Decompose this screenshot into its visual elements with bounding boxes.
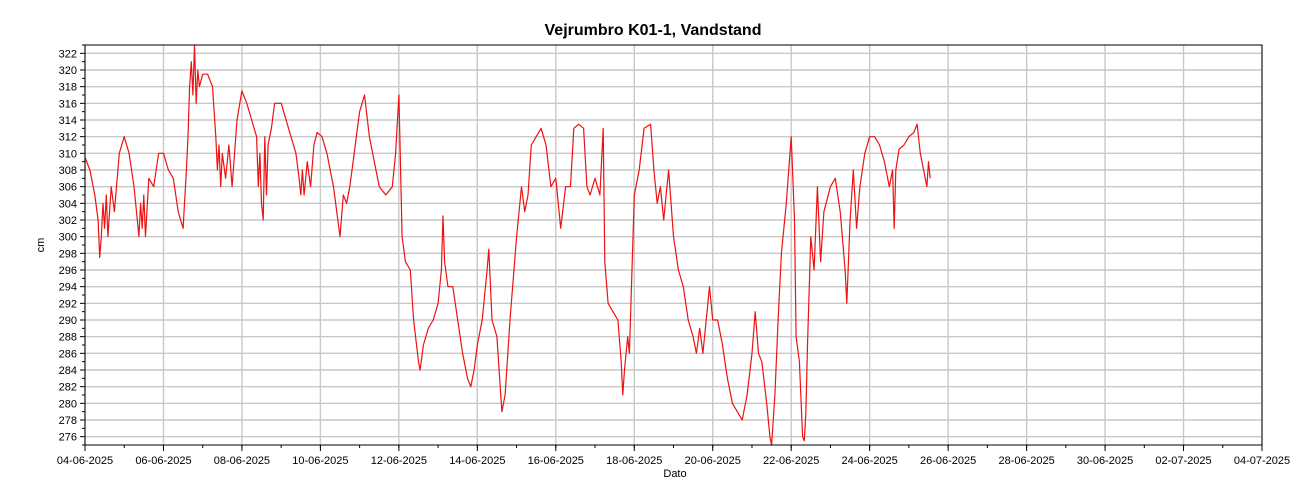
- y-axis-label: cm: [35, 238, 47, 253]
- plot-frame: [84, 44, 1263, 446]
- x-tick-label: 30-06-2025: [1077, 455, 1133, 467]
- y-tick-label: 322: [59, 48, 77, 60]
- x-tick-label: 04-07-2025: [1234, 455, 1290, 467]
- y-tick-label: 288: [59, 332, 77, 344]
- x-tick-label: 20-06-2025: [685, 455, 741, 467]
- y-tick-label: 302: [59, 215, 77, 227]
- y-tick-label: 290: [59, 315, 77, 327]
- x-axis: 04-06-2025 06-06-2025 08-06-2025 10-06-2025…: [57, 445, 1290, 467]
- x-tick-label: 10-06-2025: [292, 455, 348, 467]
- y-tick-label: 282: [59, 382, 77, 394]
- y-tick-label: 314: [59, 115, 77, 127]
- x-tick-label: 04-06-2025: [57, 455, 113, 467]
- y-tick-label: 276: [59, 432, 77, 444]
- x-tick-label: 22-06-2025: [763, 455, 819, 467]
- x-tick-label: 12-06-2025: [371, 455, 427, 467]
- x-tick-label: 08-06-2025: [214, 455, 270, 467]
- y-axis: 276 278 280 282 284 286 288 290 292 294 296 298 300 3…: [59, 44, 85, 446]
- grid-lines: [84, 45, 1263, 445]
- y-tick-label: 306: [59, 182, 77, 194]
- y-tick-label: 316: [59, 98, 77, 110]
- x-tick-label: 06-06-2025: [135, 455, 191, 467]
- y-tick-label: 280: [59, 398, 77, 410]
- y-tick-label: 304: [59, 198, 77, 210]
- y-tick-label: 318: [59, 82, 77, 94]
- y-tick-label: 292: [59, 298, 77, 310]
- x-tick-label: 14-06-2025: [449, 455, 505, 467]
- y-tick-label: 298: [59, 248, 77, 260]
- x-tick-label: 02-07-2025: [1155, 455, 1211, 467]
- y-tick-label: 312: [59, 132, 77, 144]
- y-tick-label: 278: [59, 415, 77, 427]
- x-axis-label: Dato: [663, 468, 686, 480]
- y-tick-label: 294: [59, 282, 77, 294]
- y-tick-label: 310: [59, 148, 77, 160]
- y-tick-label: 286: [59, 348, 77, 360]
- chart-title: Vejrumbro K01-1, Vandstand: [545, 22, 762, 39]
- series-layer: [84, 44, 931, 446]
- y-tick-label: 300: [59, 232, 77, 244]
- y-tick-label: 296: [59, 265, 77, 277]
- y-tick-label: 308: [59, 165, 77, 177]
- x-tick-label: 28-06-2025: [998, 455, 1054, 467]
- series-line-0: [84, 44, 931, 446]
- x-tick-label: 16-06-2025: [528, 455, 584, 467]
- x-tick-label: 26-06-2025: [920, 455, 976, 467]
- x-tick-label: 24-06-2025: [842, 455, 898, 467]
- y-tick-label: 284: [59, 365, 77, 377]
- x-tick-label: 18-06-2025: [606, 455, 662, 467]
- y-tick-label: 320: [59, 65, 77, 77]
